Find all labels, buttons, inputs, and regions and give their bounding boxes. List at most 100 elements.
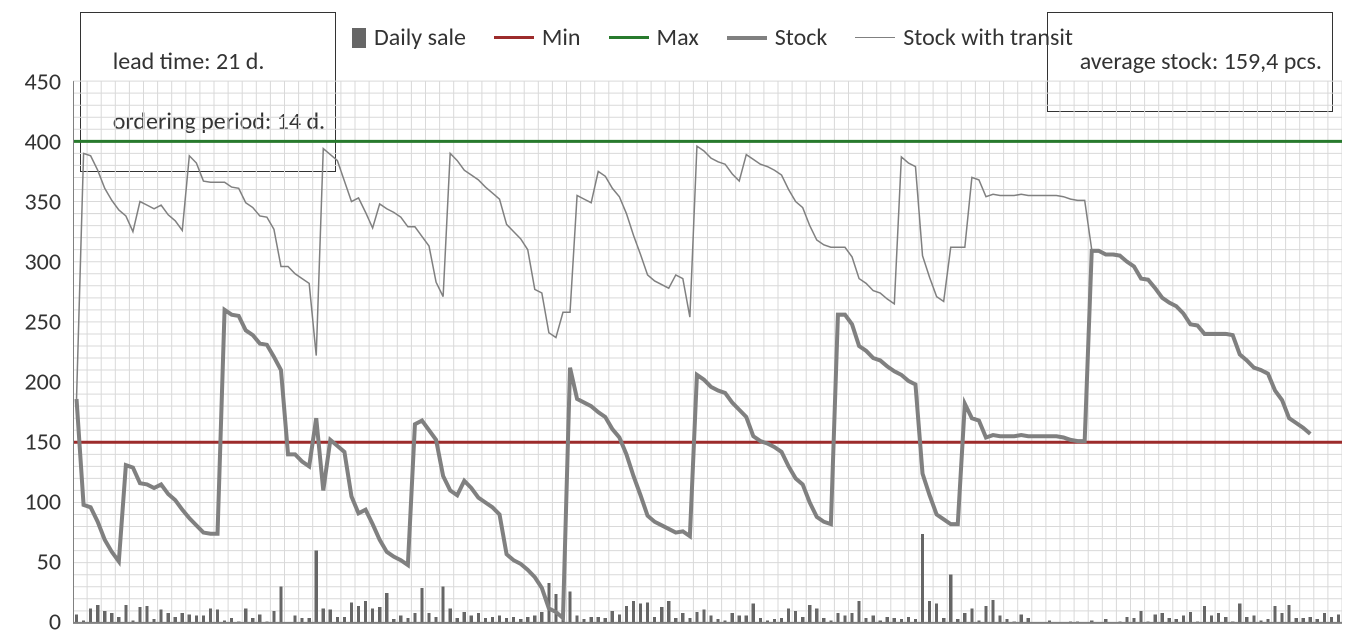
bar: [1323, 613, 1326, 623]
bar: [1182, 616, 1185, 623]
bar: [103, 611, 106, 623]
y-tick-label: 150: [0, 428, 61, 457]
bar: [1154, 614, 1157, 622]
bar: [533, 616, 536, 623]
bar: [272, 611, 275, 623]
y-tick-label: 400: [0, 128, 61, 157]
bar: [695, 612, 698, 623]
bar: [315, 551, 318, 623]
y-tick-label: 350: [0, 188, 61, 217]
y-tick-label: 450: [0, 68, 61, 97]
bar: [322, 608, 325, 622]
bar: [702, 610, 705, 623]
bar: [364, 601, 367, 623]
bar: [667, 601, 670, 623]
bar: [949, 575, 952, 623]
bar: [618, 614, 621, 622]
legend-item-max: Max: [609, 23, 699, 52]
bar: [188, 614, 191, 622]
bar: [850, 613, 853, 623]
bar: [857, 601, 860, 623]
legend-label: Stock with transit: [903, 23, 1073, 52]
bar: [815, 608, 818, 622]
bar: [738, 616, 741, 623]
legend-item-stock: Stock: [727, 23, 828, 52]
bar: [568, 592, 571, 623]
chart-legend: Daily sale Min Max Stock Stock with tran…: [352, 23, 1073, 52]
bar: [279, 587, 282, 623]
bar: [463, 612, 466, 623]
bar: [998, 616, 1001, 623]
bar: [731, 613, 734, 623]
info-line-1: lead time: 21 d.: [113, 47, 265, 76]
bar: [1217, 613, 1220, 623]
bar: [145, 606, 148, 623]
bar: [660, 607, 663, 623]
bar: [935, 604, 938, 623]
legend-item-min: Min: [494, 23, 581, 52]
y-tick-label: 200: [0, 368, 61, 397]
bar: [293, 616, 296, 623]
bar: [258, 614, 261, 622]
bar: [1273, 606, 1276, 623]
y-tick-label: 100: [0, 488, 61, 517]
bar: [632, 601, 635, 623]
bar: [244, 608, 247, 622]
bar: [75, 614, 78, 622]
bar: [1238, 604, 1241, 623]
bar: [442, 587, 445, 623]
bar: [681, 613, 684, 623]
bar: [110, 613, 113, 623]
bar: [970, 608, 973, 622]
bar: [1210, 616, 1213, 623]
bar: [195, 616, 198, 623]
bar: [1020, 614, 1023, 622]
bar: [160, 610, 163, 623]
avg-stock-text: average stock: 159,4 pcs.: [1080, 47, 1322, 76]
bar: [1189, 612, 1192, 623]
bar: [928, 601, 931, 623]
bar: [554, 594, 557, 623]
inventory-chart: lead time: 21 d. ordering period: 14 d. …: [0, 0, 1353, 634]
bar: [181, 613, 184, 623]
bar: [350, 602, 353, 622]
legend-label: Max: [657, 23, 699, 52]
bar: [1139, 611, 1142, 623]
plot-area: [73, 80, 1342, 624]
bar: [399, 616, 402, 623]
bar: [470, 616, 473, 623]
bar: [378, 607, 381, 623]
y-tick-label: 0: [0, 608, 61, 637]
bar: [843, 616, 846, 623]
bar: [385, 593, 388, 623]
bar: [836, 613, 839, 623]
bar: [413, 613, 416, 623]
bar: [1337, 614, 1340, 622]
y-tick-label: 50: [0, 548, 61, 577]
bar: [991, 600, 994, 623]
bar: [1288, 605, 1291, 623]
bar: [357, 606, 360, 623]
bar: [202, 616, 205, 623]
bar: [575, 616, 578, 623]
bar: [427, 613, 430, 623]
bar: [1161, 613, 1164, 623]
legend-swatch-bar: [352, 28, 366, 48]
bar: [96, 605, 99, 623]
legend-label: Stock: [775, 23, 828, 52]
bar: [1252, 616, 1255, 623]
bar: [371, 608, 374, 622]
bar: [921, 534, 924, 623]
bar: [794, 611, 797, 623]
bar: [329, 610, 332, 623]
bar: [625, 606, 628, 623]
bar: [787, 608, 790, 622]
legend-swatch-line: [855, 37, 895, 38]
bar: [216, 610, 219, 623]
legend-swatch-line: [727, 36, 767, 40]
bar: [449, 608, 452, 622]
bar: [709, 616, 712, 623]
legend-label: Daily sale: [374, 23, 466, 52]
y-tick-label: 250: [0, 308, 61, 337]
bar: [420, 588, 423, 623]
